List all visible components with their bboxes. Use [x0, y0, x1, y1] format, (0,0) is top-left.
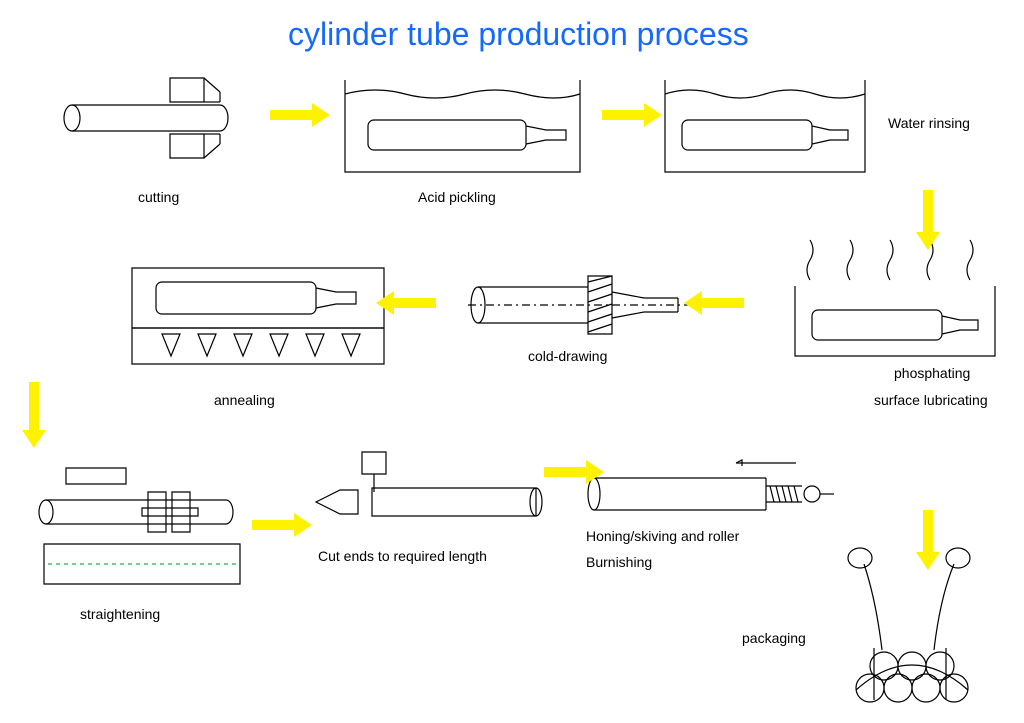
arrow-1	[602, 101, 662, 129]
label-anneal: annealing	[214, 392, 275, 408]
arrow-0	[270, 101, 330, 129]
arrow-3	[684, 289, 744, 317]
arrow-6	[252, 511, 312, 539]
water-tank-icon	[660, 70, 870, 180]
label-cutting: cutting	[138, 189, 179, 205]
label-cold-draw: cold-drawing	[528, 348, 607, 364]
page-title: cylinder tube production process	[288, 16, 749, 53]
label-phosphating: phosphating	[894, 365, 970, 381]
annealing-icon	[128, 264, 388, 374]
arrow-4	[376, 289, 436, 317]
label-packaging: packaging	[742, 630, 806, 646]
arrow-2	[914, 190, 942, 250]
label-water: Water rinsing	[888, 115, 970, 131]
arrow-7	[544, 458, 604, 486]
cut-ends-icon	[312, 452, 542, 542]
phosphating-icon	[790, 240, 1000, 360]
label-hone2: Burnishing	[586, 554, 652, 570]
cold-drawing-icon	[468, 270, 718, 340]
honing-icon	[586, 460, 836, 520]
arrow-8	[914, 510, 942, 570]
label-straight: straightening	[80, 606, 160, 622]
label-cutends: Cut ends to required length	[318, 548, 487, 564]
acid-tank-icon	[340, 70, 585, 180]
arrow-5	[20, 382, 48, 448]
straightening-icon	[36, 468, 246, 598]
cutting-icon	[60, 78, 250, 168]
label-acid: Acid pickling	[418, 189, 496, 205]
label-hone1: Honing/skiving and roller	[586, 528, 739, 544]
label-surface-lub: surface lubricating	[874, 392, 988, 408]
diagram-canvas: cylinder tube production process cutting…	[0, 0, 1024, 723]
